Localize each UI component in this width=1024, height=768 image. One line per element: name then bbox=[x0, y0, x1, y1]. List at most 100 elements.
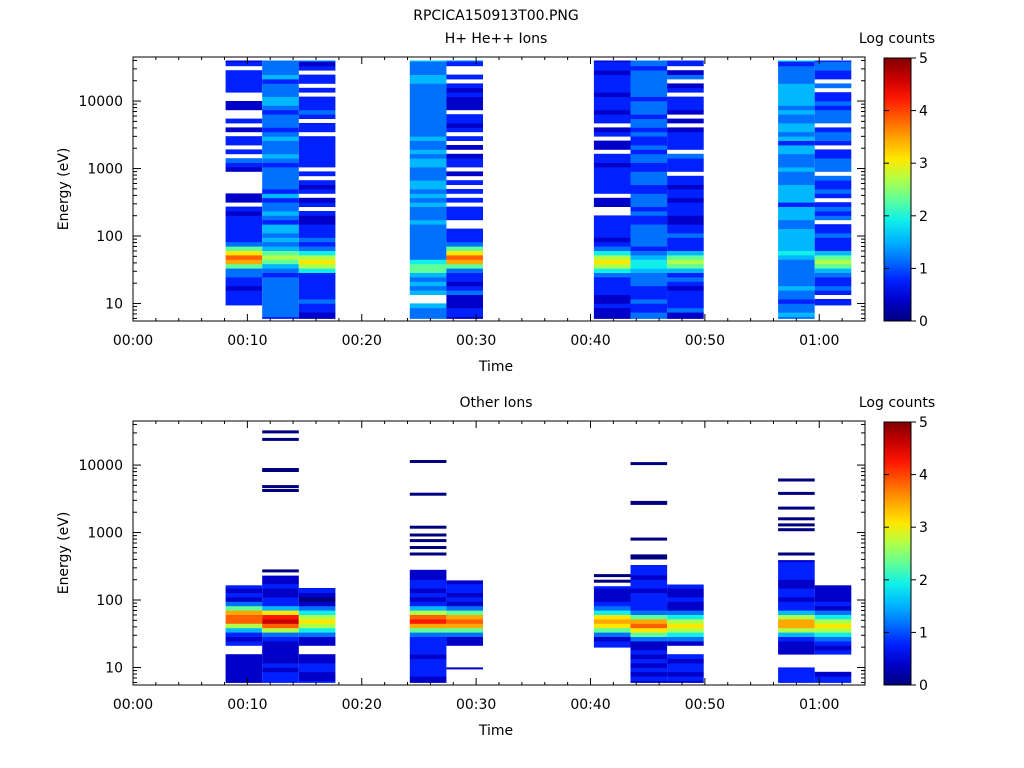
heatmap-cell bbox=[667, 307, 704, 313]
heatmap-cell bbox=[814, 632, 852, 637]
heatmap-cell bbox=[593, 614, 631, 620]
heatmap-cell bbox=[667, 83, 704, 89]
heatmap-cell bbox=[778, 614, 815, 620]
heatmap-cell bbox=[778, 211, 815, 216]
heatmap-cell bbox=[225, 585, 263, 589]
heatmap-cell bbox=[814, 105, 852, 111]
heatmap-cell bbox=[630, 202, 668, 207]
heatmap-cell bbox=[409, 87, 447, 93]
heatmap-cell bbox=[630, 565, 668, 567]
heatmap-cell bbox=[446, 114, 483, 119]
heatmap-cell bbox=[667, 312, 704, 317]
heatmap-cell bbox=[814, 303, 852, 306]
heatmap-cell bbox=[225, 87, 263, 93]
heatmap-cell bbox=[262, 437, 299, 441]
heatmap-cell bbox=[298, 215, 336, 221]
heatmap-cell bbox=[630, 316, 668, 319]
heatmap-cell bbox=[630, 658, 668, 664]
heatmap-cell bbox=[446, 667, 483, 670]
heatmap-cell bbox=[593, 307, 631, 313]
heatmap-cell bbox=[630, 676, 668, 681]
heatmap-cell bbox=[667, 614, 704, 620]
heatmap-cell bbox=[298, 140, 336, 146]
heatmap-cell bbox=[446, 136, 483, 141]
heatmap-cell bbox=[667, 680, 704, 683]
heatmap-cell bbox=[262, 614, 299, 620]
heatmap-cell bbox=[262, 680, 299, 683]
heatmap-cell bbox=[298, 158, 336, 163]
heatmap-cell bbox=[778, 202, 815, 207]
heatmap-cell bbox=[409, 676, 447, 681]
heatmap-cell bbox=[667, 101, 704, 106]
heatmap-cell bbox=[667, 263, 704, 269]
heatmap-cell bbox=[409, 303, 447, 309]
heatmap-cell bbox=[409, 268, 447, 273]
heatmap-cell bbox=[630, 566, 668, 571]
heatmap-cell bbox=[814, 285, 852, 291]
heatmap-cell bbox=[667, 206, 704, 212]
heatmap-cell bbox=[667, 197, 704, 203]
heatmap-cell bbox=[225, 149, 263, 155]
heatmap-cell bbox=[667, 215, 704, 221]
heatmap-cell bbox=[262, 430, 299, 434]
heatmap-cell bbox=[298, 127, 336, 133]
heatmap-cell bbox=[262, 206, 299, 212]
heatmap-cell bbox=[262, 259, 299, 265]
heatmap-cell bbox=[409, 627, 447, 633]
heatmap-cell bbox=[593, 246, 631, 251]
heatmap-cell bbox=[814, 167, 852, 172]
heatmap-cell bbox=[778, 523, 815, 527]
heatmap-cell bbox=[814, 588, 852, 593]
heatmap-cell bbox=[262, 658, 299, 664]
heatmap-cell bbox=[593, 162, 631, 168]
heatmap-cell bbox=[225, 619, 263, 624]
heatmap-cell bbox=[667, 228, 704, 234]
heatmap-cell bbox=[262, 583, 299, 589]
heatmap-cell bbox=[409, 118, 447, 124]
heatmap-cell bbox=[593, 586, 631, 589]
heatmap-cell bbox=[667, 74, 704, 80]
heatmap-cell bbox=[262, 485, 299, 489]
heatmap-cell bbox=[630, 123, 668, 128]
heatmap-cell bbox=[225, 105, 263, 111]
heatmap-cell bbox=[593, 74, 631, 80]
heatmap-cell bbox=[593, 294, 631, 300]
heatmap-cell bbox=[225, 215, 263, 221]
heatmap-cell bbox=[814, 61, 852, 67]
heatmap-cell bbox=[225, 193, 263, 199]
heatmap-cell bbox=[667, 601, 704, 607]
heatmap-cell bbox=[262, 277, 299, 282]
y-tick-label: 10 bbox=[105, 296, 123, 312]
heatmap-cell bbox=[814, 206, 852, 212]
heatmap-cell bbox=[630, 101, 668, 106]
heatmap-cell bbox=[446, 197, 483, 203]
heatmap-cell bbox=[446, 206, 483, 212]
heatmap-cell bbox=[298, 654, 336, 659]
heatmap-cell bbox=[446, 597, 483, 602]
heatmap-cell bbox=[409, 663, 447, 668]
heatmap-cell bbox=[778, 623, 815, 629]
x-tick-label: 00:50 bbox=[685, 697, 725, 713]
heatmap-cell bbox=[778, 193, 815, 199]
heatmap-cell bbox=[262, 140, 299, 146]
heatmap-cell bbox=[814, 671, 852, 677]
heatmap-cell bbox=[298, 312, 336, 317]
heatmap-cell bbox=[630, 619, 668, 624]
y-tick-label: 1000 bbox=[87, 526, 123, 542]
heatmap-cell bbox=[298, 299, 336, 304]
heatmap-cell bbox=[667, 268, 704, 273]
heatmap-cell bbox=[630, 180, 668, 185]
heatmap-cell bbox=[814, 140, 852, 146]
heatmap-cell bbox=[778, 597, 815, 602]
heatmap-cell bbox=[814, 118, 852, 124]
heatmap-cell bbox=[262, 303, 299, 309]
heatmap-cell bbox=[778, 285, 815, 291]
heatmap-cell bbox=[778, 241, 815, 247]
heatmap-cell bbox=[446, 153, 483, 159]
heatmap-cell bbox=[593, 101, 631, 106]
heatmap-cell bbox=[814, 233, 852, 238]
heatmap-cell bbox=[298, 636, 336, 642]
heatmap-cell bbox=[262, 92, 299, 97]
heatmap-cell bbox=[298, 641, 336, 646]
heatmap-cell bbox=[409, 250, 447, 256]
